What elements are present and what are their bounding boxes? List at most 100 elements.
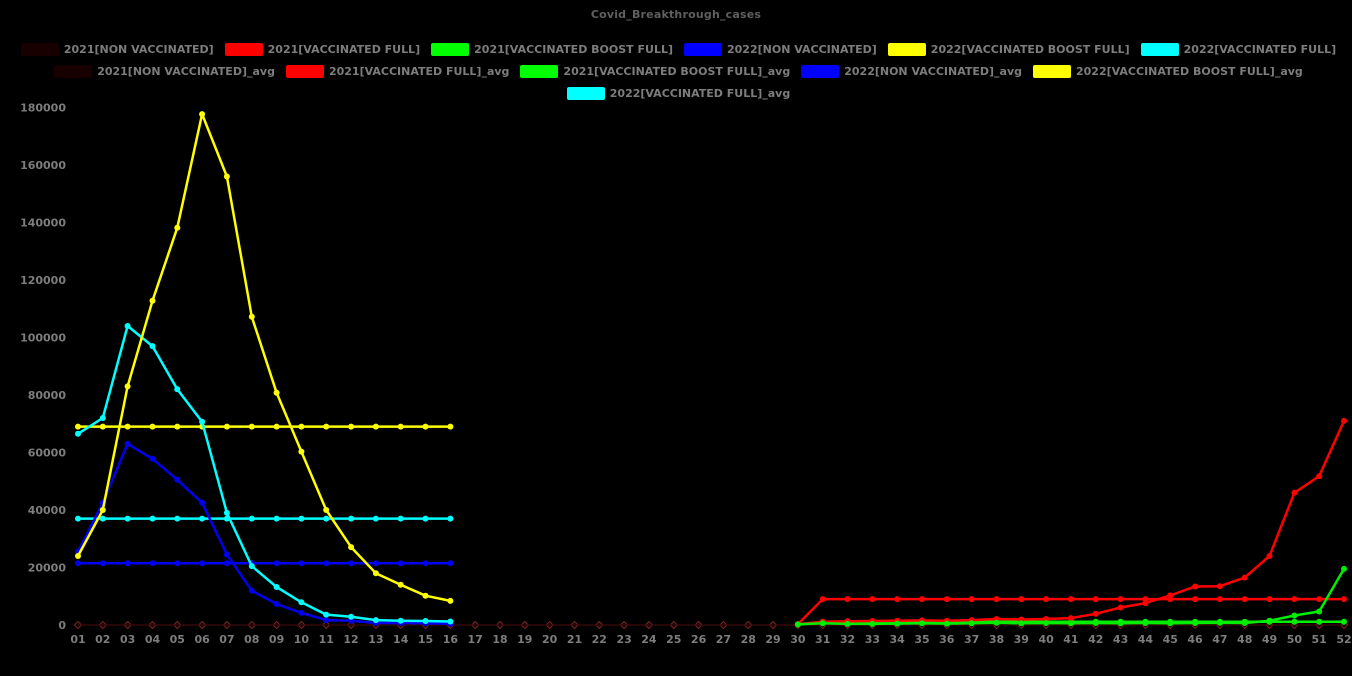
data-point (273, 423, 280, 430)
data-point (1043, 596, 1050, 603)
legend-item[interactable]: 2021[VACCINATED BOOST FULL] (426, 42, 673, 56)
x-tick-label: 49 (1262, 633, 1277, 646)
data-point (199, 499, 206, 506)
data-point (124, 440, 131, 447)
legend-label: 2022[VACCINATED BOOST FULL] (930, 42, 1130, 56)
y-tick-label: 80000 (28, 389, 67, 402)
legend-swatch (20, 42, 59, 56)
legend-row-2: 2021[NON VACCINATED]_avg 2021[VACCINATED … (0, 60, 1352, 82)
x-tick-label: 47 (1212, 633, 1227, 646)
data-point (1266, 617, 1273, 624)
data-point (1291, 596, 1298, 603)
data-point (1092, 620, 1099, 626)
data-point (99, 515, 106, 522)
data-point (323, 617, 330, 624)
data-point (1341, 565, 1347, 572)
data-point (844, 620, 851, 627)
x-tick-label: 12 (343, 633, 358, 646)
data-point (248, 515, 255, 522)
data-point (422, 515, 429, 522)
data-point (75, 423, 81, 430)
x-tick-label: 50 (1287, 633, 1303, 646)
series-line (76, 112, 452, 603)
data-point (223, 423, 230, 430)
legend-item[interactable]: 2021[VACCINATED FULL] (220, 42, 420, 56)
data-point (422, 560, 429, 567)
legend-swatch (801, 64, 840, 78)
data-point (1167, 620, 1174, 627)
x-tick-label: 52 (1336, 633, 1351, 646)
series-2022-vaccinated-boost-full- (75, 111, 454, 604)
data-point (1067, 596, 1074, 603)
data-point (75, 430, 81, 437)
data-point (943, 620, 950, 627)
data-point (298, 515, 305, 522)
y-tick-label: 0 (58, 619, 66, 632)
x-tick-label: 40 (1038, 633, 1054, 646)
legend-item[interactable]: 2022[VACCINATED BOOST FULL] (883, 42, 1130, 56)
x-tick-label: 38 (989, 633, 1004, 646)
legend-swatch (54, 64, 93, 78)
data-point (348, 544, 355, 551)
legend-label: 2021[VACCINATED BOOST FULL] (474, 42, 673, 56)
data-point (1316, 608, 1323, 615)
data-point (447, 618, 454, 625)
legend-item[interactable]: 2021[NON VACCINATED]_avg (49, 64, 275, 78)
legend-item[interactable]: 2021[VACCINATED BOOST FULL]_avg (515, 64, 790, 78)
data-point (1142, 620, 1149, 626)
x-tick-label: 01 (70, 633, 85, 646)
data-point (1316, 473, 1323, 480)
legend-swatch (1033, 64, 1071, 78)
x-tick-label: 24 (641, 633, 657, 646)
data-point (819, 596, 826, 603)
data-point (124, 560, 131, 567)
y-tick-label: 20000 (28, 562, 67, 575)
series-2021-vaccinated-full- (794, 417, 1347, 628)
x-tick-label: 17 (468, 633, 483, 646)
series-2021-vaccinated-full-avg (794, 596, 1347, 628)
data-point (149, 297, 156, 304)
x-tick-label: 27 (716, 633, 731, 646)
data-point (99, 507, 106, 513)
y-tick-label: 140000 (20, 217, 66, 230)
data-point (1266, 553, 1273, 559)
data-point (149, 455, 156, 462)
x-tick-label: 10 (294, 633, 310, 646)
data-point (298, 423, 305, 430)
legend-label: 2022[NON VACCINATED]_avg (844, 64, 1022, 78)
x-tick-label: 14 (393, 633, 409, 646)
series-line (76, 442, 452, 626)
chart-title: Covid_Breakthrough_cases (590, 8, 762, 21)
legend-swatch (887, 42, 926, 56)
data-point (199, 111, 206, 118)
data-point (323, 611, 330, 618)
x-tick-label: 03 (120, 633, 135, 646)
data-point (323, 423, 330, 430)
data-point (372, 617, 379, 624)
data-point (1216, 596, 1223, 603)
data-point (199, 418, 206, 425)
x-tick-label: 35 (914, 633, 929, 646)
x-tick-label: 16 (443, 633, 459, 646)
legend-item[interactable]: 2022[NON VACCINATED] (679, 42, 877, 56)
x-tick-label: 44 (1138, 633, 1154, 646)
legend-item[interactable]: 2022[VACCINATED FULL] (1136, 42, 1336, 56)
chart-legend: 2021[NON VACCINATED] 2021[VACCINATED FULL… (0, 38, 1352, 104)
legend-item[interactable]: 2022[VACCINATED FULL]_avg (562, 86, 790, 100)
data-point (422, 592, 429, 599)
legend-item[interactable]: 2021[NON VACCINATED] (16, 42, 214, 56)
x-tick-label: 33 (865, 633, 880, 646)
legend-item[interactable]: 2022[VACCINATED BOOST FULL]_avg (1028, 64, 1303, 78)
data-point (149, 423, 156, 430)
x-tick-label: 22 (592, 633, 607, 646)
x-tick-label: 46 (1187, 633, 1203, 646)
data-point (75, 553, 81, 559)
data-point (372, 560, 379, 567)
legend-item[interactable]: 2021[VACCINATED FULL]_avg (281, 64, 509, 78)
x-tick-label: 07 (219, 633, 234, 646)
data-point (99, 423, 106, 430)
legend-item[interactable]: 2022[NON VACCINATED]_avg (796, 64, 1022, 78)
data-point (248, 563, 255, 570)
y-tick-label: 160000 (20, 159, 66, 172)
